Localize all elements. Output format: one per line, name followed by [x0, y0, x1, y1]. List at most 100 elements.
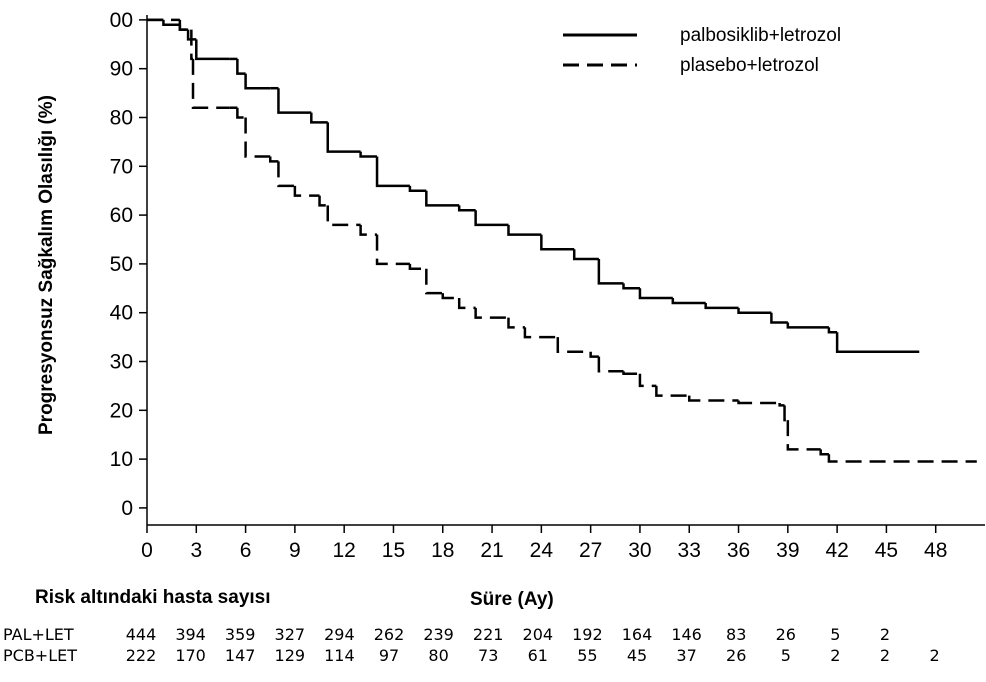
risk-count: 147 [225, 646, 256, 665]
risk-count: 192 [572, 625, 603, 644]
risk-count: 5 [781, 646, 791, 665]
risk-count: 221 [473, 625, 504, 644]
km-step [441, 293, 460, 300]
km-step [827, 327, 838, 334]
risk-row-label: PAL+LET [3, 625, 74, 644]
km-step [597, 356, 624, 373]
km-step [622, 283, 640, 290]
km-step [375, 234, 410, 266]
km-step [622, 371, 640, 375]
km-step [827, 454, 977, 463]
risk-count: 394 [175, 625, 206, 644]
risk-count: 444 [126, 625, 157, 644]
x-tick-label: 24 [530, 539, 554, 562]
km-step [474, 210, 509, 227]
km-step [186, 29, 197, 41]
risk-count: 222 [126, 646, 157, 665]
risk-count: 61 [528, 646, 548, 665]
km-step [244, 117, 271, 158]
km-step [835, 332, 920, 353]
km-step [277, 161, 295, 188]
risk-count: 164 [622, 625, 653, 644]
risk-count: 37 [676, 646, 696, 665]
risk-count: 239 [423, 625, 454, 644]
km-step [326, 122, 361, 153]
km-step [375, 156, 410, 188]
risk-title: Risk altındaki hasta sayısı [35, 587, 271, 608]
km-step [597, 259, 624, 285]
risk-count: 83 [726, 625, 746, 644]
y-tick-label: 30 [110, 351, 133, 374]
risk-count: 294 [324, 625, 355, 644]
risk-count: 2 [830, 646, 840, 665]
risk-count: 170 [175, 646, 206, 665]
risk-count: 80 [428, 646, 448, 665]
km-step [293, 185, 320, 197]
risk-count: 5 [830, 625, 840, 644]
x-tick-label: 9 [289, 539, 301, 562]
x-tick-label: 39 [776, 539, 799, 562]
x-tick-label: 45 [875, 539, 898, 562]
km-step [671, 298, 706, 305]
km-step [190, 29, 194, 61]
km-step [737, 307, 772, 314]
risk-count: 97 [379, 646, 399, 665]
y-tick-label: 90 [110, 58, 133, 81]
x-tick-label: 15 [382, 539, 405, 562]
x-tick-label: 48 [924, 539, 947, 562]
x-tick-label: 21 [480, 539, 503, 562]
x-tick-label: 18 [431, 539, 454, 562]
km-step [737, 400, 780, 405]
km-step [786, 322, 829, 329]
risk-count: 327 [275, 625, 306, 644]
x-axis-label: Süre (Ay) [470, 589, 554, 610]
risk-count: 26 [776, 625, 796, 644]
risk-count: 359 [225, 625, 256, 644]
km-step [408, 263, 427, 271]
risk-count: 129 [275, 646, 306, 665]
km-step [408, 185, 427, 192]
y-tick-label: 60 [110, 204, 133, 227]
km-step [244, 73, 271, 90]
km-step [457, 298, 476, 310]
km-step [268, 156, 279, 163]
x-tick-label: 27 [579, 539, 602, 562]
km-step [310, 112, 328, 124]
risk-count: 2 [880, 625, 890, 644]
y-tick-label: 80 [110, 106, 133, 129]
km-step [638, 373, 657, 388]
km-step [540, 234, 575, 251]
km-step [783, 405, 788, 422]
x-tick-label: 6 [240, 539, 252, 562]
km-step [326, 205, 361, 227]
risk-count: 73 [478, 646, 498, 665]
km-step [556, 337, 591, 353]
risk-count: 146 [671, 625, 702, 644]
legend-label: palbosiklib+letrozol [680, 25, 841, 46]
risk-count: 114 [324, 646, 355, 665]
km-step [507, 317, 525, 329]
km-step [457, 205, 476, 212]
km-step [425, 268, 443, 295]
risk-count: 2 [880, 646, 890, 665]
km-step [589, 351, 599, 358]
y-tick-label: 0 [121, 497, 133, 520]
risk-row-label: PCB+LET [3, 646, 77, 665]
km-step [359, 224, 378, 236]
km-step [819, 449, 829, 456]
km-step [474, 307, 509, 319]
risk-count: 262 [374, 625, 405, 644]
km-step [178, 19, 192, 31]
km-step [318, 195, 328, 207]
x-tick-label: 12 [332, 539, 355, 562]
km-step [687, 395, 739, 402]
km-step [655, 385, 690, 397]
risk-count: 26 [726, 646, 746, 665]
x-tick-label: 33 [678, 539, 701, 562]
risk-count: 45 [627, 646, 647, 665]
y-tick-label: 20 [110, 399, 133, 422]
legend-label: plasebo+letrozol [680, 55, 819, 76]
y-axis-label: Progresyonsuz Sağkalım Olasılığı (%) [36, 95, 57, 435]
risk-count: 2 [930, 646, 940, 665]
